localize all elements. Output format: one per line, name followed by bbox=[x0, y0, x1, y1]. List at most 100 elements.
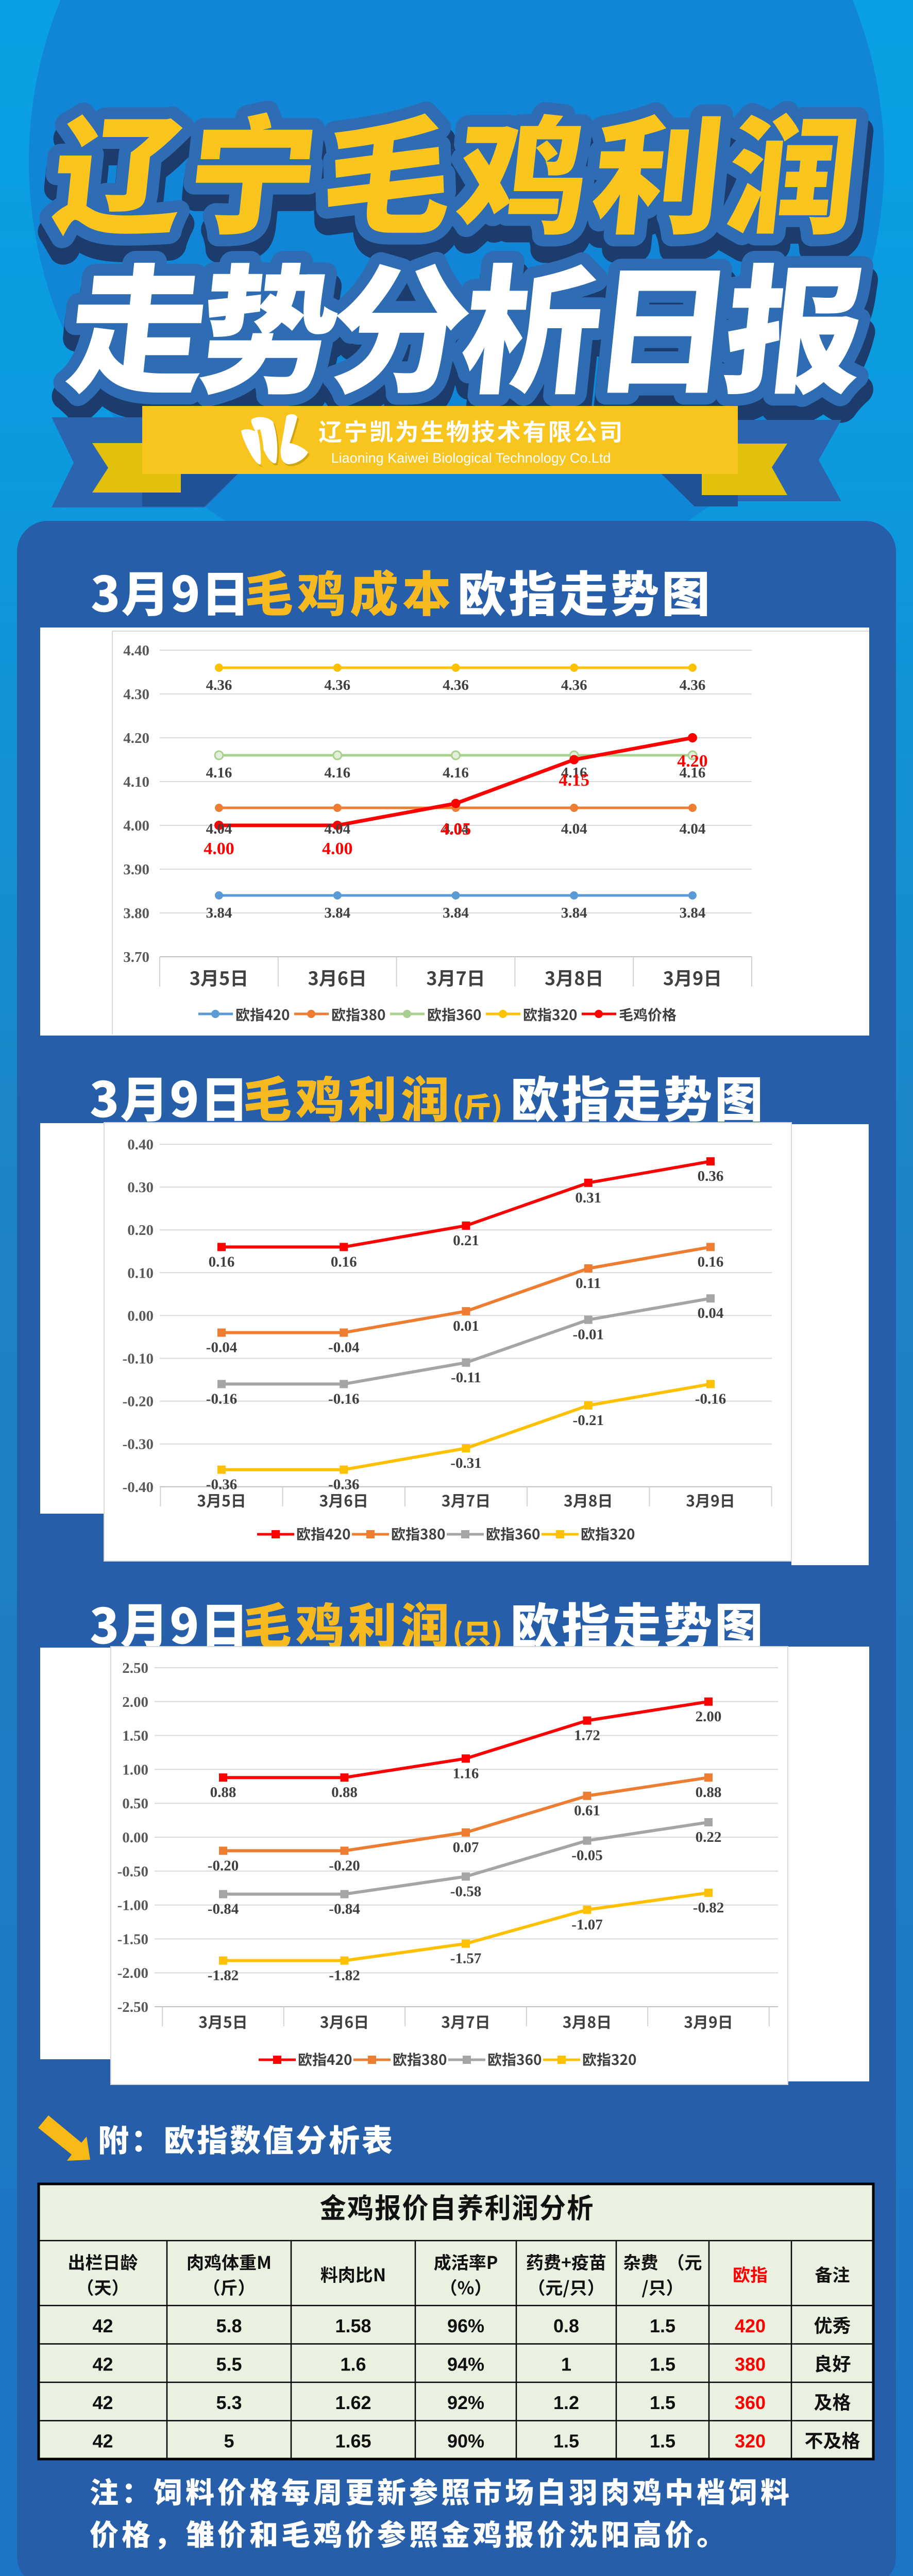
svg-text:4.04: 4.04 bbox=[680, 821, 706, 837]
svg-text:4.10: 4.10 bbox=[123, 774, 149, 790]
svg-text:-0.20: -0.20 bbox=[329, 1857, 360, 1874]
svg-text:3.84: 3.84 bbox=[443, 905, 469, 921]
svg-text:1.5: 1.5 bbox=[650, 2392, 675, 2413]
svg-text:-0.20: -0.20 bbox=[208, 1857, 239, 1874]
svg-text:4.36: 4.36 bbox=[324, 677, 350, 693]
svg-text:0.20: 0.20 bbox=[127, 1222, 154, 1239]
svg-text:-0.21: -0.21 bbox=[573, 1412, 604, 1429]
svg-text:-0.04: -0.04 bbox=[206, 1340, 237, 1356]
svg-text:0.61: 0.61 bbox=[574, 1803, 600, 1819]
svg-text:0.88: 0.88 bbox=[331, 1784, 358, 1801]
svg-text:3.70: 3.70 bbox=[123, 949, 149, 965]
svg-text:-1.57: -1.57 bbox=[450, 1951, 481, 1967]
svg-text:0.21: 0.21 bbox=[453, 1232, 479, 1249]
svg-text:42: 42 bbox=[92, 2315, 113, 2336]
svg-text:1.58: 1.58 bbox=[335, 2315, 371, 2336]
svg-text:1.5: 1.5 bbox=[553, 2431, 579, 2452]
svg-text:1: 1 bbox=[561, 2354, 571, 2375]
svg-text:5: 5 bbox=[224, 2431, 234, 2452]
svg-text:4.36: 4.36 bbox=[206, 677, 232, 693]
svg-text:1.2: 1.2 bbox=[553, 2392, 579, 2413]
svg-text:-0.36: -0.36 bbox=[206, 1477, 237, 1493]
svg-text:0.00: 0.00 bbox=[127, 1308, 154, 1324]
svg-text:-0.50: -0.50 bbox=[117, 1863, 148, 1880]
svg-text:-0.36: -0.36 bbox=[328, 1477, 359, 1493]
svg-text:0.88: 0.88 bbox=[696, 1784, 722, 1801]
svg-text:1.16: 1.16 bbox=[453, 1765, 479, 1782]
svg-text:4.36: 4.36 bbox=[561, 677, 587, 693]
svg-text:-2.50: -2.50 bbox=[117, 1999, 148, 2015]
svg-text:0.07: 0.07 bbox=[453, 1839, 479, 1856]
svg-text:-1.82: -1.82 bbox=[208, 1968, 239, 1984]
svg-text:0.01: 0.01 bbox=[453, 1318, 479, 1334]
svg-text:1.5: 1.5 bbox=[650, 2315, 675, 2336]
svg-text:3.90: 3.90 bbox=[123, 861, 149, 878]
svg-text:3.84: 3.84 bbox=[206, 905, 232, 921]
svg-text:4.16: 4.16 bbox=[680, 765, 706, 781]
svg-text:Liaoning Kaiwei Biological Tec: Liaoning Kaiwei Biological Technology Co… bbox=[331, 450, 611, 466]
svg-text:-0.11: -0.11 bbox=[451, 1369, 481, 1386]
svg-text:0.16: 0.16 bbox=[698, 1253, 724, 1270]
svg-text:-1.07: -1.07 bbox=[571, 1917, 602, 1933]
svg-text:4.16: 4.16 bbox=[324, 765, 350, 781]
svg-text:1.5: 1.5 bbox=[650, 2354, 675, 2375]
svg-text:-1.50: -1.50 bbox=[117, 1931, 148, 1947]
svg-text:4.04: 4.04 bbox=[206, 821, 232, 837]
svg-text:5.5: 5.5 bbox=[216, 2354, 242, 2375]
svg-text:4.30: 4.30 bbox=[123, 686, 149, 703]
svg-text:0.30: 0.30 bbox=[127, 1179, 154, 1196]
svg-text:3.84: 3.84 bbox=[680, 905, 706, 921]
svg-text:2.00: 2.00 bbox=[696, 1708, 722, 1725]
svg-text:4.40: 4.40 bbox=[123, 642, 149, 659]
svg-text:96%: 96% bbox=[447, 2315, 484, 2336]
svg-text:-0.84: -0.84 bbox=[208, 1901, 239, 1918]
svg-text:5.3: 5.3 bbox=[216, 2392, 242, 2413]
svg-text:-0.30: -0.30 bbox=[123, 1436, 154, 1453]
svg-text:42: 42 bbox=[92, 2431, 113, 2452]
svg-text:4.15: 4.15 bbox=[559, 771, 590, 790]
svg-text:94%: 94% bbox=[447, 2354, 484, 2375]
svg-text:2.50: 2.50 bbox=[122, 1660, 148, 1676]
svg-text:-0.16: -0.16 bbox=[695, 1391, 726, 1407]
svg-text:0.40: 0.40 bbox=[127, 1137, 154, 1153]
svg-text:90%: 90% bbox=[447, 2431, 484, 2452]
svg-text:0.50: 0.50 bbox=[122, 1795, 148, 1812]
svg-text:4.04: 4.04 bbox=[443, 821, 469, 837]
svg-text:3.84: 3.84 bbox=[561, 905, 587, 921]
svg-text:1.65: 1.65 bbox=[335, 2431, 371, 2452]
svg-text:4.16: 4.16 bbox=[561, 765, 587, 781]
svg-text:-1.82: -1.82 bbox=[329, 1968, 360, 1984]
svg-text:0.11: 0.11 bbox=[576, 1275, 601, 1292]
svg-text:3.80: 3.80 bbox=[123, 905, 149, 922]
svg-text:1.00: 1.00 bbox=[122, 1761, 148, 1778]
svg-text:4.04: 4.04 bbox=[561, 821, 587, 837]
svg-text:4.00: 4.00 bbox=[123, 818, 149, 834]
svg-text:-0.04: -0.04 bbox=[328, 1340, 359, 1356]
svg-text:-0.82: -0.82 bbox=[693, 1900, 724, 1916]
svg-text:-0.31: -0.31 bbox=[450, 1455, 481, 1471]
svg-text:1.62: 1.62 bbox=[335, 2392, 371, 2413]
svg-text:0.22: 0.22 bbox=[696, 1829, 722, 1845]
svg-text:-2.00: -2.00 bbox=[117, 1965, 148, 1981]
svg-text:4.04: 4.04 bbox=[324, 821, 350, 837]
svg-text:1.6: 1.6 bbox=[340, 2354, 366, 2375]
svg-text:-0.01: -0.01 bbox=[573, 1327, 604, 1343]
svg-text:0.04: 0.04 bbox=[698, 1305, 724, 1321]
svg-text:4.16: 4.16 bbox=[206, 765, 232, 781]
svg-text:0.31: 0.31 bbox=[575, 1190, 601, 1206]
svg-text:-0.16: -0.16 bbox=[206, 1391, 237, 1407]
svg-text:4.20: 4.20 bbox=[677, 752, 708, 771]
svg-text:5.8: 5.8 bbox=[216, 2315, 242, 2336]
svg-text:4.36: 4.36 bbox=[680, 677, 706, 693]
svg-text:42: 42 bbox=[92, 2392, 113, 2413]
svg-text:-0.40: -0.40 bbox=[123, 1479, 154, 1496]
svg-text:-0.20: -0.20 bbox=[123, 1394, 154, 1410]
svg-text:320: 320 bbox=[735, 2431, 766, 2452]
svg-text:420: 420 bbox=[735, 2315, 766, 2336]
svg-text:0.8: 0.8 bbox=[553, 2315, 579, 2336]
svg-text:-0.05: -0.05 bbox=[571, 1848, 602, 1864]
svg-text:4.05: 4.05 bbox=[441, 820, 471, 839]
svg-text:1.72: 1.72 bbox=[574, 1727, 600, 1744]
svg-text:-0.58: -0.58 bbox=[450, 1883, 481, 1900]
svg-text:-0.16: -0.16 bbox=[328, 1391, 359, 1407]
